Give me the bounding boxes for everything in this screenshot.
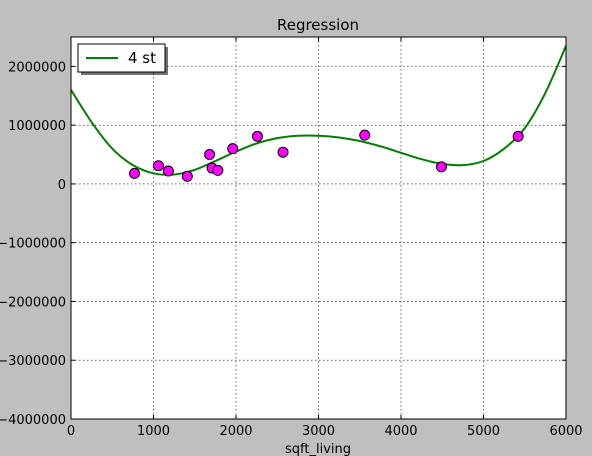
- x-tick-label: 6000: [549, 424, 582, 439]
- data-points: [129, 129, 524, 182]
- data-point: [212, 164, 224, 176]
- x-tick-label: 0: [67, 424, 75, 439]
- data-point: [227, 143, 239, 155]
- series-line-4-st: [70, 45, 567, 176]
- chart-title: Regression: [277, 16, 359, 34]
- y-tick-label: 2000000: [8, 60, 66, 75]
- data-point: [204, 149, 216, 161]
- data-point: [512, 130, 524, 142]
- x-axis-label: sqft_living: [285, 442, 351, 456]
- data-point: [152, 160, 164, 172]
- y-tick-label: −2000000: [0, 295, 66, 310]
- x-tick-label: 5000: [467, 424, 500, 439]
- y-tick-label: −4000000: [0, 413, 66, 428]
- y-tick-label: 0: [58, 178, 66, 193]
- data-point: [129, 167, 141, 179]
- legend: 4 st: [77, 43, 168, 75]
- data-point: [162, 165, 174, 177]
- plot-area: [71, 37, 566, 419]
- y-tick-label: 1000000: [8, 119, 66, 134]
- y-tick-label: −3000000: [0, 354, 66, 369]
- x-tick-label: 4000: [384, 424, 417, 439]
- x-tick-label: 3000: [302, 424, 335, 439]
- y-tick-label: −1000000: [0, 237, 66, 252]
- x-tick-label: 2000: [219, 424, 252, 439]
- data-point: [359, 129, 371, 141]
- data-point: [251, 130, 263, 142]
- data-point: [181, 170, 193, 182]
- data-point: [277, 146, 289, 158]
- data-point: [435, 161, 447, 173]
- legend-entry-4-st: 4 st: [128, 49, 156, 67]
- axis-ticks: 0 1000 2000 3000 4000 5000 6000 −4000000 −300000…: [0, 37, 583, 439]
- x-tick-label: 1000: [137, 424, 170, 439]
